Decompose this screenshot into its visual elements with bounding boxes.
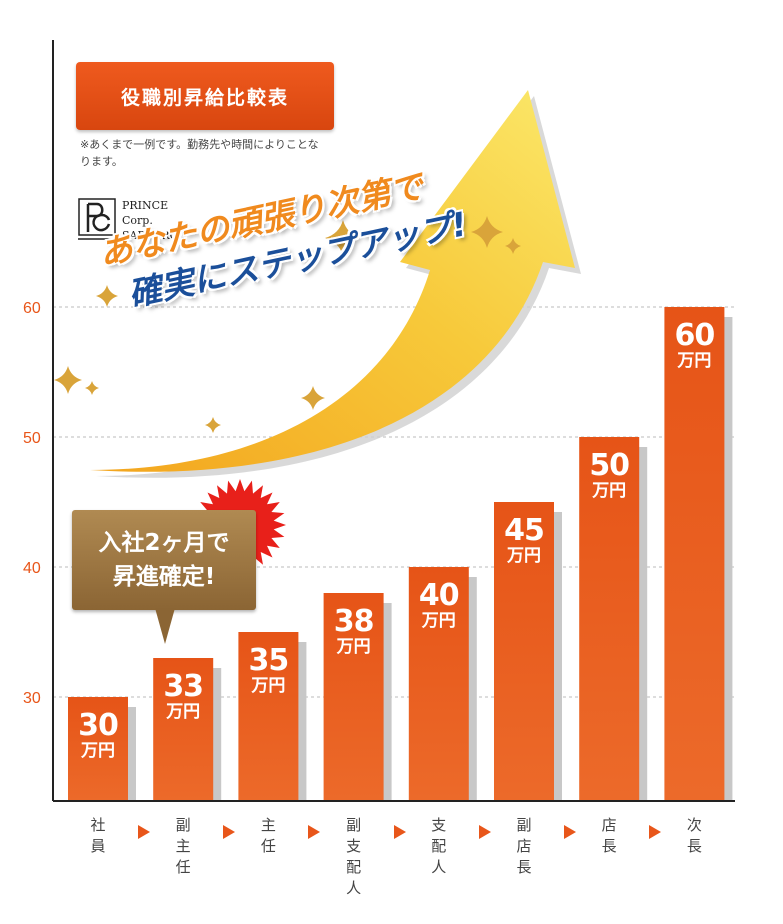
sparkle-icon xyxy=(505,238,521,254)
bar-1 xyxy=(68,697,128,801)
chevron-right-icon xyxy=(138,825,150,839)
bar-6 xyxy=(494,502,554,801)
sparkle-icon xyxy=(325,220,361,256)
y-tick-label: 40 xyxy=(23,560,41,577)
sparkle-icon xyxy=(205,417,221,433)
logo-line-1: PRINCE xyxy=(122,199,169,212)
callout-line-1: 入社2ヶ月で xyxy=(98,530,230,556)
bar-value-number: 50 xyxy=(589,448,630,483)
company-logo: PRINCE Corp. SAPPORO xyxy=(78,198,208,244)
bar-value-number: 40 xyxy=(418,578,460,613)
sparkle-icon xyxy=(85,381,99,395)
sparkle-icon xyxy=(301,386,325,410)
logo-line-2: Corp. xyxy=(122,214,153,227)
chart-title: 役職別昇給比較表 xyxy=(76,62,334,130)
sparkle-icon xyxy=(96,285,118,307)
bar-value-unit: 万円 xyxy=(421,611,456,631)
category-label: 店長 xyxy=(601,816,617,855)
bar-value-number: 35 xyxy=(248,643,290,678)
bar-3 xyxy=(238,632,299,801)
logo-line-3: SAPPORO xyxy=(122,229,179,242)
chevron-right-icon xyxy=(564,825,576,839)
bar-8 xyxy=(664,307,725,801)
bar-value-number: 30 xyxy=(78,708,119,743)
bar-value-unit: 万円 xyxy=(677,351,712,371)
category-label: 副支配人 xyxy=(346,816,362,897)
bar-4 xyxy=(323,593,384,801)
sparkle-icon xyxy=(54,366,82,394)
y-tick-label: 50 xyxy=(23,430,41,447)
bar-value-unit: 万円 xyxy=(507,546,541,566)
callout-tail xyxy=(155,608,175,644)
sparkles xyxy=(54,216,521,433)
bar-value-unit: 万円 xyxy=(251,676,286,696)
bar-value-number: 60 xyxy=(674,318,716,353)
bars xyxy=(68,307,733,801)
y-tick-label: 60 xyxy=(23,300,41,317)
bar-7 xyxy=(579,437,640,801)
logo-mark-icon xyxy=(78,198,116,240)
chevron-right-icon xyxy=(478,825,491,839)
bar-value-number: 33 xyxy=(163,669,204,704)
bar-value-label: 45 万円 xyxy=(494,516,554,565)
promotion-callout: 入社2ヶ月で 昇進確定! xyxy=(72,510,256,610)
bar-5 xyxy=(408,567,469,801)
bar-value-number: 45 xyxy=(504,513,545,548)
bar-2 xyxy=(153,658,214,801)
bar-value-label: 33 万円 xyxy=(153,672,213,721)
chevron-right-icon xyxy=(393,825,406,839)
bar-value-label: 35 万円 xyxy=(238,646,298,695)
bar-value-label: 40 万円 xyxy=(409,581,469,630)
bar-value-label: 30 万円 xyxy=(68,711,128,760)
callout-line-2: 昇進確定! xyxy=(112,564,216,590)
bar-value-unit: 万円 xyxy=(166,702,201,722)
chevron-right-icon xyxy=(308,825,321,839)
y-tick-labels: 30 40 50 60 xyxy=(23,300,41,707)
sparkle-icon xyxy=(471,216,503,248)
category-label: 社員 xyxy=(90,816,106,855)
axes xyxy=(52,40,735,802)
category-label: 主任 xyxy=(260,816,276,855)
bar-value-label: 60 万円 xyxy=(664,321,724,370)
category-label: 副主任 xyxy=(175,816,191,876)
bar-value-unit: 万円 xyxy=(336,637,371,657)
bar-value-unit: 万円 xyxy=(81,741,115,761)
y-tick-label: 30 xyxy=(23,690,41,707)
bar-value-unit: 万円 xyxy=(592,481,627,501)
bar-value-label: 38 万円 xyxy=(324,607,384,656)
category-label: 次長 xyxy=(686,816,702,855)
rising-arrow-icon xyxy=(90,90,581,478)
disclaimer-note: ※あくまで一例です。勤務先や時間によりことなります。 xyxy=(80,138,319,168)
chevron-right-icon xyxy=(649,825,662,839)
chevron-right-icon xyxy=(223,825,236,839)
category-label: 支配人 xyxy=(431,816,447,876)
category-label: 副店長 xyxy=(516,816,532,876)
bar-value-label: 50 万円 xyxy=(579,451,639,500)
bar-value-number: 38 xyxy=(333,604,375,639)
